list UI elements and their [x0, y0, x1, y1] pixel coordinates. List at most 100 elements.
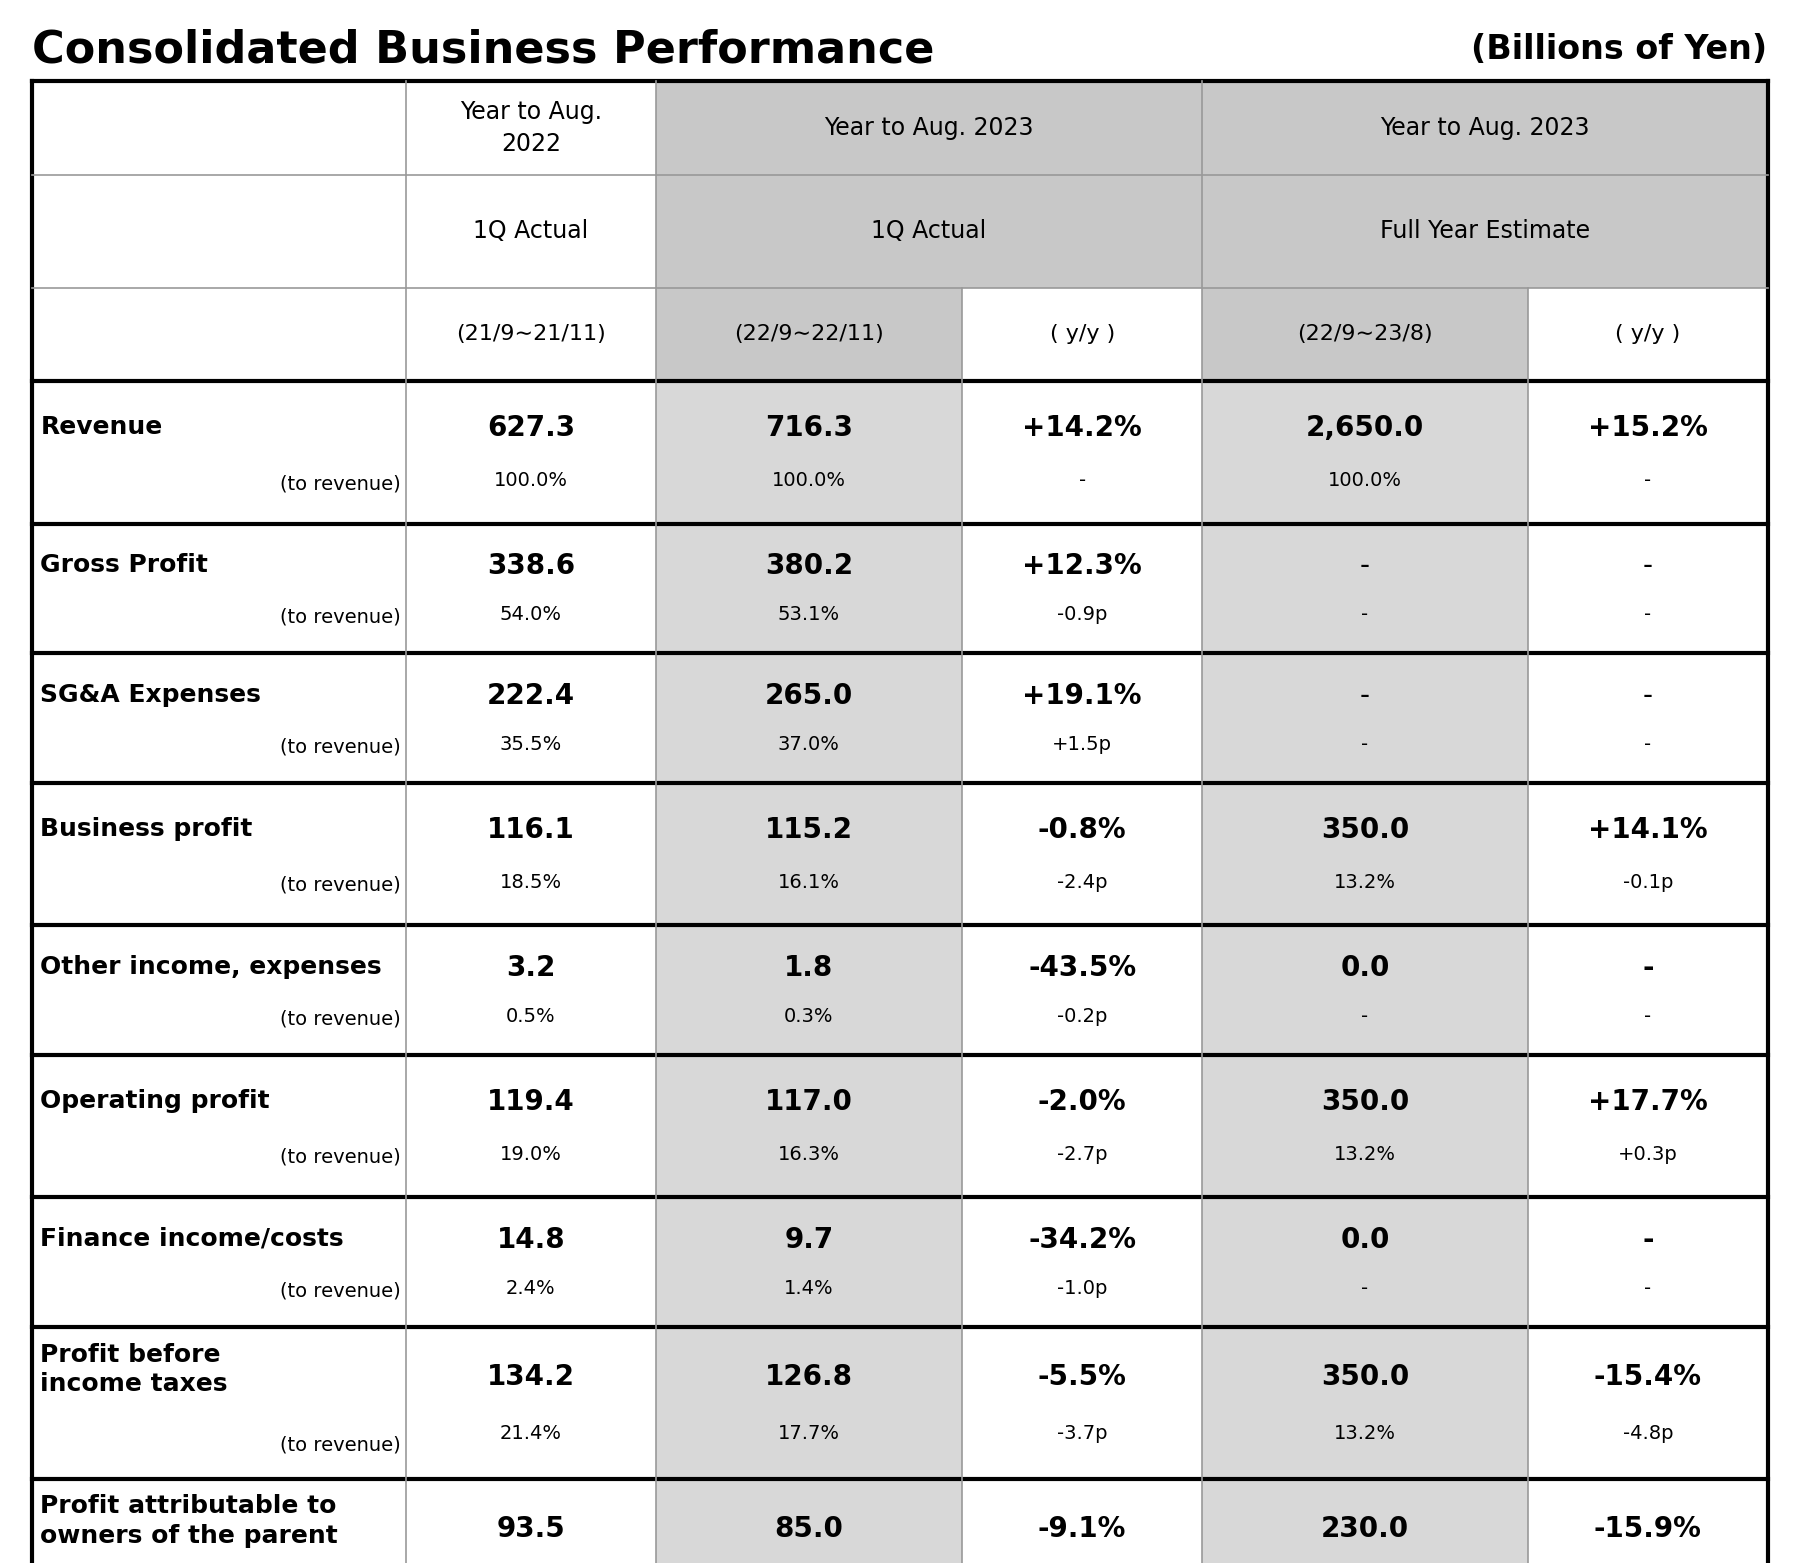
- Bar: [963, 381, 1202, 524]
- Text: -: -: [1643, 735, 1651, 753]
- Text: 350.0: 350.0: [1321, 1363, 1409, 1391]
- Text: 18.5%: 18.5%: [500, 874, 562, 892]
- Bar: [407, 288, 655, 381]
- Text: 115.2: 115.2: [765, 816, 853, 844]
- Bar: [655, 925, 963, 1055]
- Bar: [32, 653, 407, 783]
- Bar: [407, 1479, 655, 1563]
- Text: (to revenue): (to revenue): [279, 1010, 400, 1028]
- Bar: [1202, 1479, 1528, 1563]
- Text: 380.2: 380.2: [765, 552, 853, 580]
- Text: 230.0: 230.0: [1321, 1515, 1409, 1543]
- Text: 117.0: 117.0: [765, 1088, 853, 1116]
- Text: 100.0%: 100.0%: [772, 472, 846, 491]
- Text: 1Q Actual: 1Q Actual: [871, 219, 986, 244]
- Text: 3.2: 3.2: [506, 953, 556, 982]
- Text: 1Q Actual: 1Q Actual: [473, 219, 589, 244]
- Text: -: -: [1643, 681, 1652, 710]
- Text: -15.4%: -15.4%: [1593, 1363, 1701, 1391]
- Text: -43.5%: -43.5%: [1028, 953, 1136, 982]
- Bar: [1528, 1327, 1768, 1479]
- Text: -: -: [1361, 681, 1370, 710]
- Bar: [963, 288, 1202, 381]
- Text: -: -: [1361, 605, 1368, 624]
- Bar: [1202, 1197, 1528, 1327]
- Text: (to revenue): (to revenue): [279, 875, 400, 896]
- Bar: [963, 783, 1202, 925]
- Text: -0.8%: -0.8%: [1039, 816, 1127, 844]
- Bar: [32, 81, 655, 175]
- Bar: [32, 925, 407, 1055]
- Text: -2.0%: -2.0%: [1039, 1088, 1127, 1116]
- Bar: [1528, 1479, 1768, 1563]
- Bar: [407, 524, 655, 653]
- Text: +1.5p: +1.5p: [1053, 735, 1112, 753]
- Bar: [1528, 783, 1768, 925]
- Text: (22/9∼23/8): (22/9∼23/8): [1298, 325, 1433, 344]
- Text: 0.0: 0.0: [1341, 953, 1390, 982]
- Text: 0.0: 0.0: [1341, 1225, 1390, 1254]
- Bar: [407, 783, 655, 925]
- Bar: [407, 653, 655, 783]
- Bar: [32, 288, 407, 381]
- Text: 265.0: 265.0: [765, 681, 853, 710]
- Text: 627.3: 627.3: [486, 414, 574, 442]
- Text: -5.5%: -5.5%: [1039, 1363, 1127, 1391]
- Bar: [655, 175, 1202, 288]
- Text: +0.3p: +0.3p: [1618, 1146, 1678, 1164]
- Bar: [655, 1055, 963, 1197]
- Bar: [963, 925, 1202, 1055]
- Bar: [1202, 1327, 1528, 1479]
- Bar: [963, 653, 1202, 783]
- Bar: [655, 783, 963, 925]
- Bar: [407, 925, 655, 1055]
- Text: 119.4: 119.4: [488, 1088, 574, 1116]
- Text: 16.1%: 16.1%: [778, 874, 841, 892]
- Text: (Billions of Yen): (Billions of Yen): [1471, 33, 1768, 66]
- Bar: [963, 1327, 1202, 1479]
- Text: 21.4%: 21.4%: [500, 1424, 562, 1443]
- Text: -: -: [1643, 605, 1651, 624]
- Bar: [407, 381, 655, 524]
- Text: (22/9∼22/11): (22/9∼22/11): [734, 325, 884, 344]
- Text: 2.4%: 2.4%: [506, 1279, 556, 1297]
- Bar: [655, 288, 963, 381]
- Text: Year to Aug.
2022: Year to Aug. 2022: [461, 100, 601, 156]
- Text: Other income, expenses: Other income, expenses: [40, 955, 382, 978]
- Bar: [1202, 1055, 1528, 1197]
- Text: +15.2%: +15.2%: [1588, 414, 1708, 442]
- Bar: [32, 1197, 407, 1327]
- Text: (to revenue): (to revenue): [279, 474, 400, 494]
- Text: ( y/y ): ( y/y ): [1049, 325, 1114, 344]
- Text: Profit attributable to
owners of the parent: Profit attributable to owners of the par…: [40, 1494, 338, 1547]
- Text: 100.0%: 100.0%: [1328, 472, 1402, 491]
- Bar: [407, 1055, 655, 1197]
- Text: Year to Aug. 2023: Year to Aug. 2023: [1381, 116, 1589, 141]
- Text: -34.2%: -34.2%: [1028, 1225, 1136, 1254]
- Bar: [655, 653, 963, 783]
- Text: +19.1%: +19.1%: [1022, 681, 1141, 710]
- Text: -4.8p: -4.8p: [1622, 1424, 1672, 1443]
- Text: Gross Profit: Gross Profit: [40, 553, 209, 577]
- Text: -: -: [1361, 735, 1368, 753]
- Bar: [1202, 81, 1768, 175]
- Bar: [1528, 1197, 1768, 1327]
- Bar: [963, 524, 1202, 653]
- Text: +14.2%: +14.2%: [1022, 414, 1141, 442]
- Text: -: -: [1642, 953, 1654, 982]
- Text: 85.0: 85.0: [774, 1515, 844, 1543]
- Bar: [1202, 381, 1528, 524]
- Bar: [1528, 524, 1768, 653]
- Text: 134.2: 134.2: [488, 1363, 574, 1391]
- Text: 222.4: 222.4: [486, 681, 574, 710]
- Text: -: -: [1361, 552, 1370, 580]
- Text: 13.2%: 13.2%: [1334, 1146, 1397, 1164]
- Text: -0.1p: -0.1p: [1622, 874, 1672, 892]
- Bar: [1202, 524, 1528, 653]
- Bar: [32, 783, 407, 925]
- Text: +17.7%: +17.7%: [1588, 1088, 1708, 1116]
- Text: 37.0%: 37.0%: [778, 735, 841, 753]
- Bar: [963, 1479, 1202, 1563]
- Text: Full Year Estimate: Full Year Estimate: [1381, 219, 1589, 244]
- Bar: [32, 175, 655, 288]
